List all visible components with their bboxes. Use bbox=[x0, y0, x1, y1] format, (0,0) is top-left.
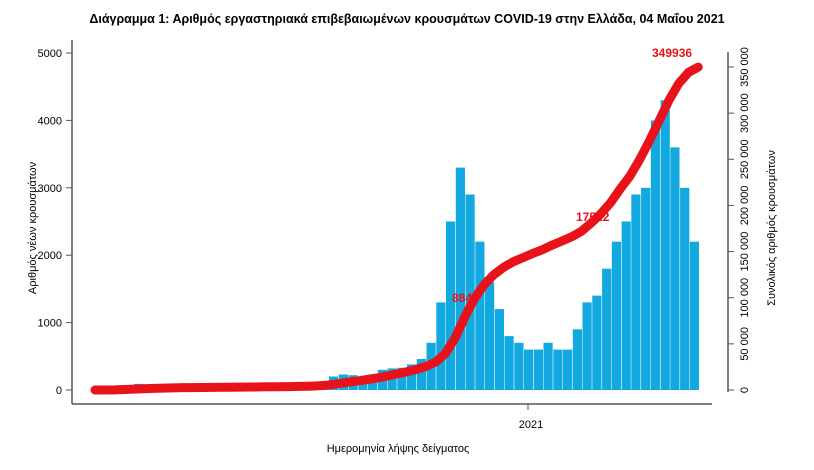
bar bbox=[514, 342, 524, 390]
y-ticks: 0 1000 2000 3000 4000 5000 bbox=[38, 48, 72, 397]
y-tick-label: 1000 bbox=[38, 318, 62, 330]
y-right-tick-label: 200 000 bbox=[739, 186, 751, 226]
y-right-tick-label: 250 000 bbox=[739, 139, 751, 179]
bar bbox=[475, 241, 485, 390]
bar bbox=[455, 167, 465, 390]
y-right-ticks: 0 50 000 100 000 150 000 200 000 250 000 300 0… bbox=[728, 47, 751, 393]
bar bbox=[436, 302, 446, 390]
annotation-total: 349936 bbox=[652, 46, 692, 60]
annotation-nov: 884 bbox=[452, 291, 472, 305]
y-tick-label: 3000 bbox=[38, 183, 62, 195]
y-right-tick-label: 0 bbox=[739, 387, 751, 393]
bar bbox=[465, 194, 475, 390]
bar bbox=[543, 342, 553, 390]
y-right-tick-label: 300 000 bbox=[739, 93, 751, 133]
cumulative-line bbox=[90, 62, 703, 395]
y-right-tick-label: 150 000 bbox=[739, 232, 751, 272]
y-right-axis-label: Συνολικός αριθμός κρουσμάτων bbox=[766, 150, 778, 306]
bar bbox=[494, 309, 504, 390]
bar bbox=[582, 302, 592, 390]
bar bbox=[602, 268, 612, 390]
bar bbox=[660, 100, 670, 390]
bar bbox=[524, 349, 534, 390]
bar bbox=[621, 221, 631, 390]
bar bbox=[641, 187, 651, 390]
y-tick-label: 5000 bbox=[38, 48, 62, 60]
bar bbox=[533, 349, 543, 390]
y-axis-label: Αριθμός νέων κρουσμάτων bbox=[27, 161, 39, 294]
y-tick-label: 2000 bbox=[38, 250, 62, 262]
bar bbox=[572, 329, 582, 390]
bar bbox=[397, 367, 407, 390]
y-right-tick-label: 50 000 bbox=[739, 327, 751, 361]
bar bbox=[563, 349, 573, 390]
bar bbox=[611, 241, 621, 390]
bar bbox=[680, 187, 690, 390]
bar bbox=[485, 282, 495, 390]
bar bbox=[650, 120, 660, 391]
bar bbox=[446, 221, 456, 390]
y-tick-label: 4000 bbox=[38, 115, 62, 127]
x-tick-label: 2021 bbox=[519, 419, 543, 431]
bar bbox=[631, 194, 641, 390]
chart-title: Διάγραμμα 1: Αριθμός εργαστηριακά επιβεβ… bbox=[89, 12, 724, 26]
bars bbox=[95, 100, 699, 391]
y-right-tick-label: 350 000 bbox=[739, 47, 751, 87]
bar bbox=[689, 241, 699, 390]
bar bbox=[670, 147, 680, 390]
y-right-tick-label: 100 000 bbox=[739, 278, 751, 318]
bar bbox=[416, 359, 426, 390]
bar bbox=[407, 364, 417, 390]
y-tick-label: 0 bbox=[56, 385, 62, 397]
axes: 2021 bbox=[71, 40, 729, 431]
bar bbox=[504, 336, 514, 390]
bar bbox=[592, 295, 602, 390]
x-axis-label: Ημερομηνία λήψης δείγματος bbox=[327, 443, 470, 455]
bar bbox=[553, 349, 563, 390]
